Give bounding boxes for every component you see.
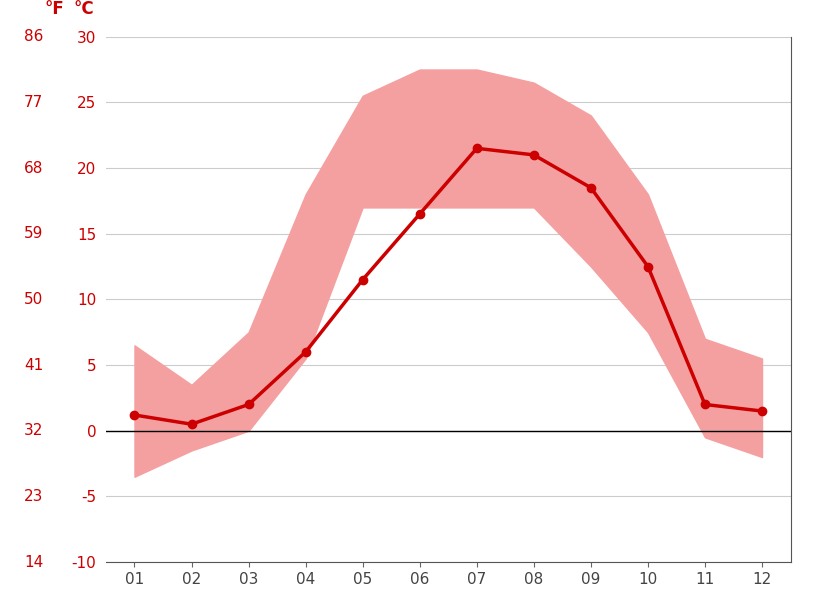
Text: °C: °C: [73, 0, 94, 18]
Text: 41: 41: [24, 357, 43, 373]
Text: 23: 23: [24, 489, 43, 504]
Text: 59: 59: [24, 226, 43, 241]
Text: 77: 77: [24, 95, 43, 110]
Text: 32: 32: [24, 423, 43, 438]
Text: °F: °F: [45, 0, 64, 18]
Text: 86: 86: [24, 29, 43, 44]
Text: 68: 68: [24, 161, 43, 175]
Text: 50: 50: [24, 292, 43, 307]
Text: 14: 14: [24, 555, 43, 569]
